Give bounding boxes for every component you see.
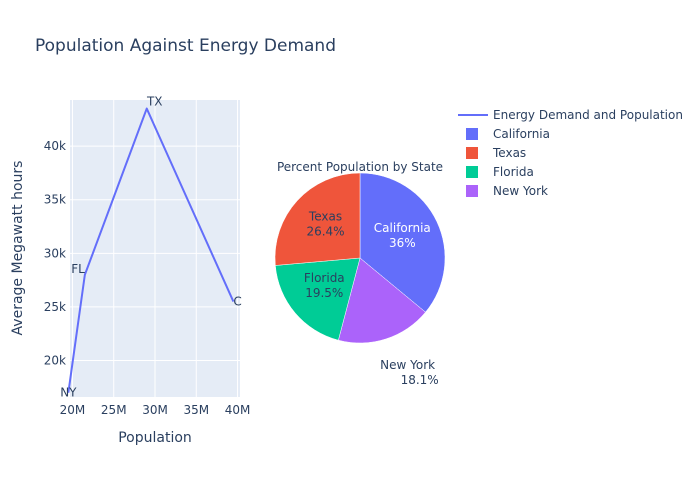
x-tick-label: 20M [60,403,86,417]
pie-subplot: Percent Population by State California36… [274,160,446,387]
pie-slice-percent: 36% [389,236,416,250]
legend[interactable]: Energy Demand and Population California Te… [458,108,683,198]
y-tick-label: 35k [44,193,66,207]
y-tick-label: 30k [44,246,66,260]
legend-label: Texas [492,146,526,160]
line-subplot: 20M 25M 30M 35M 40M 20k 25k 30k 35k 40k Populati… [10,95,250,446]
point-label: C [233,295,241,309]
pie-slice [274,172,361,266]
pie-slice [359,172,446,313]
legend-label: Florida [493,165,534,179]
x-tick-label: 25M [101,403,127,417]
legend-color-swatch [466,166,478,178]
legend-label: California [493,127,550,141]
legend-item[interactable]: Energy Demand and Population [458,108,683,122]
pie-slice-percent: 19.5% [305,286,343,300]
legend-item[interactable]: Florida [466,165,534,179]
pie-slice-label: California [374,221,431,235]
y-tick-label: 20k [44,354,66,368]
point-label: NY [60,386,77,400]
x-gridlines [71,100,239,397]
point-label: FL [71,262,85,276]
legend-color-swatch [466,128,478,140]
line-series: NY FL TX C [60,95,242,400]
y-axis-label: Average Megawatt hours [10,161,26,336]
pie-slice-label: Florida [304,271,345,285]
x-axis-label: Population [118,430,192,446]
pie-slice [275,257,361,341]
x-tick-label: 35M [183,403,209,417]
legend-item[interactable]: Texas [466,146,526,160]
pie-slices [274,172,446,344]
legend-label: Energy Demand and Population [493,108,683,122]
x-tick-label: 40M [225,403,251,417]
legend-color-swatch [466,147,478,159]
y-tick-label: 40k [44,139,66,153]
point-label: TX [146,95,163,109]
legend-item[interactable]: California [466,127,550,141]
line-series-path [67,107,235,393]
pie-slice-percent: 26.4% [306,224,344,238]
pie-slice-label: Texas [308,209,342,223]
legend-label: New York [493,184,548,198]
x-tick-label: 30M [142,403,168,417]
pie-slice-percent: 18.1% [401,373,439,387]
x-tick-labels: 20M 25M 30M 35M 40M [60,403,251,417]
pie-slice-label: New York [380,358,435,372]
legend-color-swatch [466,185,478,197]
y-tick-label: 25k [44,300,66,314]
chart-title: Population Against Energy Demand [35,36,336,56]
y-tick-labels: 20k 25k 30k 35k 40k [44,139,66,367]
pie-title: Percent Population by State [277,160,443,174]
legend-item[interactable]: New York [466,184,548,198]
y-gridlines [70,145,240,362]
pie-slice [338,257,426,344]
